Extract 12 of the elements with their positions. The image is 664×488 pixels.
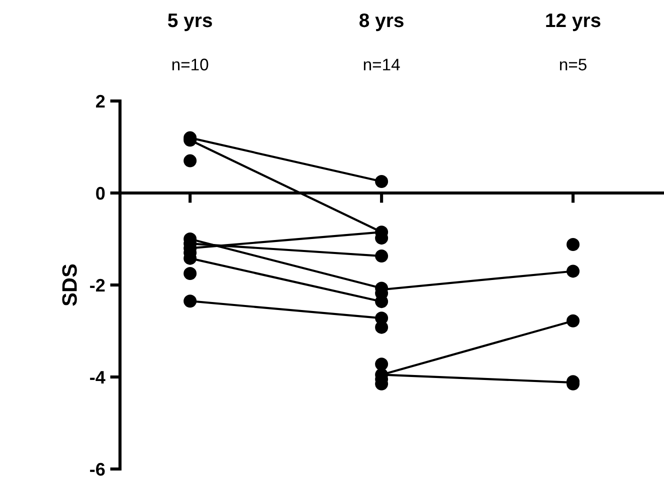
y-tick-label: -4: [90, 371, 106, 384]
y-tick-label: -2: [90, 278, 105, 292]
x-tick-label: 8 yrs: [359, 13, 404, 32]
text: n=14: [364, 58, 400, 70]
text: n=10: [172, 58, 208, 70]
x-tick-label: 12 yrs: [546, 13, 600, 32]
y-axis-title: SDS: [62, 264, 77, 306]
y-tick-label: 0: [96, 186, 105, 200]
x-tick-label: 5 yrs: [168, 14, 212, 32]
y-tick-label: 2: [96, 94, 105, 108]
y-tick-label: -6: [90, 462, 105, 476]
text: n=5: [560, 58, 586, 70]
